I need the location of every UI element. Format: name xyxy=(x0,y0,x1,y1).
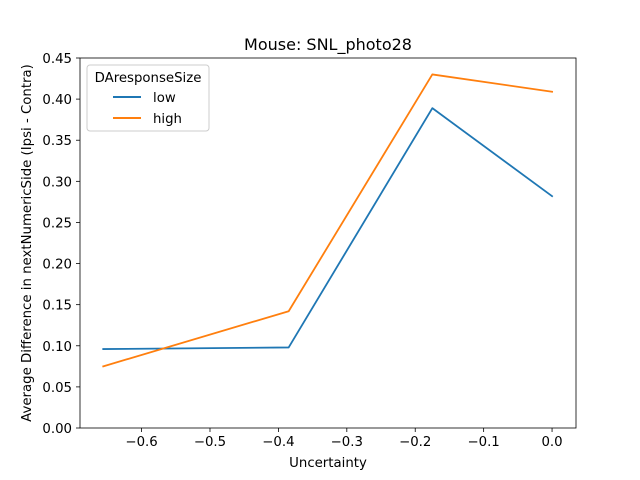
y-tick-label: 0.35 xyxy=(42,134,72,149)
x-tick-label: −0.3 xyxy=(331,435,363,450)
x-tick-label: −0.2 xyxy=(399,435,431,450)
x-tick-label: −0.6 xyxy=(125,435,157,450)
x-axis-label: Uncertainty xyxy=(289,456,367,471)
ticks-layer: −0.6 −0.5 −0.4 −0.3 −0.2 −0.1 0.0 0.00 0.05 0.10 0… xyxy=(42,52,562,450)
x-tick-label: −0.1 xyxy=(467,435,499,450)
y-axis-label: Average Difference in nextNumericSide (I… xyxy=(20,64,35,422)
y-tick-label: 0.40 xyxy=(42,93,72,108)
y-tick-label: 0.20 xyxy=(42,258,72,273)
y-tick-label: 0.45 xyxy=(42,52,72,67)
lines-layer xyxy=(102,73,554,368)
y-tick-label: 0.25 xyxy=(42,216,72,231)
x-tick-label: 0.0 xyxy=(541,435,562,450)
series-line-low xyxy=(102,107,554,350)
y-tick-label: 0.00 xyxy=(42,422,72,437)
legend-label-high: high xyxy=(153,112,182,127)
y-tick-label: 0.05 xyxy=(42,381,72,396)
series-line-high xyxy=(102,73,554,368)
x-tick-label: −0.4 xyxy=(262,435,294,450)
legend-title: DAresponseSize xyxy=(95,71,202,86)
y-tick-label: 0.15 xyxy=(42,299,72,314)
plot-frame xyxy=(79,57,577,429)
legend: DAresponseSize low high xyxy=(86,64,210,132)
legend-label-low: low xyxy=(153,91,176,106)
y-tick-label: 0.10 xyxy=(42,340,72,355)
legend-box xyxy=(86,64,210,132)
x-tick-label: −0.5 xyxy=(194,435,226,450)
y-tick-label: 0.30 xyxy=(42,175,72,190)
chart-title: Mouse: SNL_photo28 xyxy=(244,35,412,55)
